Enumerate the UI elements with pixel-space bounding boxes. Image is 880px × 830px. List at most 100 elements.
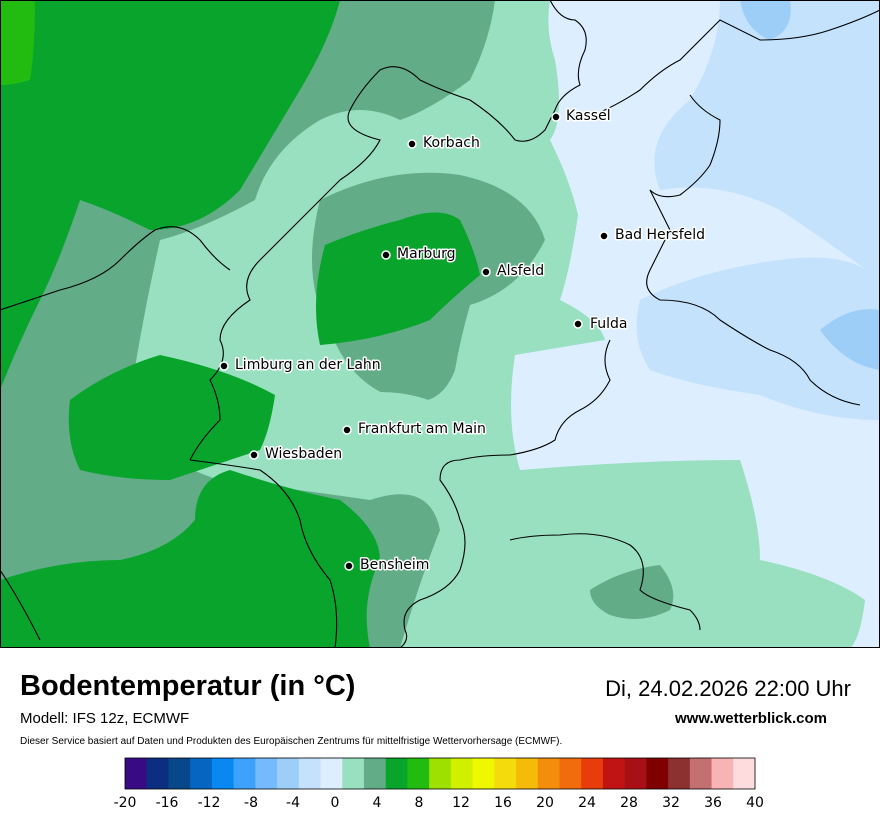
- border-west: [189, 66, 516, 461]
- legend-tick-label: 20: [536, 795, 554, 811]
- border-east: [646, 189, 861, 406]
- city-alsfeld: Alsfeld: [481, 262, 546, 281]
- map-canvas: Kassel Korbach Bad Hersfeld Marburg Alsf…: [0, 0, 880, 648]
- legend-swatch: [342, 758, 365, 789]
- legend-swatch: [277, 758, 300, 789]
- legend-swatch: [494, 758, 517, 789]
- warmest-zone-marburg: [316, 212, 480, 345]
- legend-tick-label: -16: [156, 795, 179, 811]
- legend-tick-label: -4: [286, 795, 300, 811]
- city-dot: [407, 139, 417, 149]
- city-label: Korbach: [423, 135, 480, 151]
- legend-tick-label: 36: [704, 795, 722, 811]
- legend-swatch: [668, 758, 691, 789]
- legend-swatch: [711, 758, 734, 789]
- border-east-inner: [649, 94, 721, 198]
- border-north: [579, 9, 880, 121]
- legend-swatch: [211, 758, 235, 789]
- state-borders: [0, 0, 880, 648]
- city-fulda: Fulda: [573, 315, 629, 334]
- forecast-datetime: Di, 24.02.2026 22:00 Uhr: [605, 676, 851, 701]
- legend-tick-label: 4: [373, 795, 382, 811]
- cool-zone-north: [654, 0, 880, 280]
- city-label: Bad Hersfeld: [615, 227, 705, 243]
- legend-tick-label: 40: [746, 795, 764, 811]
- cool-zone-east: [636, 257, 880, 420]
- legend-tick-label: -8: [244, 795, 258, 811]
- legend-swatch: [559, 758, 582, 789]
- legend-tick-label: -12: [198, 795, 221, 811]
- city-dot: [573, 319, 583, 329]
- border-south: [399, 339, 611, 648]
- city-korbach: Korbach: [407, 134, 481, 153]
- legend-swatch: [537, 758, 560, 789]
- legend-swatch: [125, 758, 148, 789]
- city-kassel: Kassel: [551, 107, 612, 126]
- legend-swatch: [255, 758, 278, 789]
- city-dot: [599, 231, 609, 241]
- mild-pocket-frankfurt: [317, 392, 458, 500]
- city-markers: Kassel Korbach Bad Hersfeld Marburg Alsf…: [219, 107, 707, 575]
- legend-tick-label: 16: [494, 795, 512, 811]
- legend-swatch: [450, 758, 474, 789]
- warmest-zone-south: [0, 470, 380, 648]
- legend-swatch: [581, 758, 604, 789]
- legend-tick-label: 12: [452, 795, 470, 811]
- city-dot: [381, 250, 391, 260]
- legend-swatch: [190, 758, 213, 789]
- legend-tick-label: 24: [578, 795, 596, 811]
- city-label: Fulda: [590, 316, 628, 332]
- legend-swatch: [363, 758, 387, 789]
- temperature-map: Kassel Korbach Bad Hersfeld Marburg Alsf…: [0, 0, 880, 648]
- cold-patch-east: [820, 309, 880, 370]
- warmest-zone-limburg: [68, 355, 275, 480]
- city-marburg: Marburg: [381, 245, 457, 264]
- city-frankfurt: Frankfurt am Main: [342, 420, 487, 439]
- legend-swatch: [320, 758, 343, 789]
- legend-tick-label: 8: [415, 795, 424, 811]
- legend-swatch: [624, 758, 647, 789]
- city-dot: [551, 112, 561, 122]
- city-dot: [342, 425, 352, 435]
- warmest-zone-northwest: [0, 0, 340, 390]
- legend-tick-label: 32: [662, 795, 680, 811]
- city-limburg: Limburg an der Lahn: [219, 356, 382, 375]
- city-label: Wiesbaden: [265, 446, 342, 462]
- legend-swatch: [298, 758, 322, 789]
- city-label: Marburg: [397, 246, 456, 262]
- legend-swatch: [385, 758, 408, 789]
- legend-frame: [124, 757, 756, 790]
- border-sw-corner: [0, 569, 41, 641]
- model-info: Modell: IFS 12z, ECMWF: [20, 710, 190, 727]
- map-title: Bodentemperatur (in °C): [20, 670, 356, 702]
- legend-swatch: [733, 758, 756, 789]
- city-dot: [249, 450, 259, 460]
- border-northwest: [0, 226, 231, 311]
- city-wiesbaden: Wiesbaden: [249, 445, 344, 464]
- city-dot: [481, 267, 491, 277]
- legend-swatch: [516, 758, 539, 789]
- legend-swatch: [472, 758, 495, 789]
- legend-tick-label: -20: [114, 795, 137, 811]
- legend-canvas: -20 -16 -12 -8 -4 0 4 8 12 16 20 24 28 32 36 40: [114, 757, 764, 811]
- city-dot: [344, 561, 354, 571]
- footer: [0, 648, 880, 830]
- city-label: Bensheim: [360, 557, 429, 573]
- legend-tick-label: 28: [620, 795, 638, 811]
- color-legend: -20 -16 -12 -8 -4 0 4 8 12 16 20 24 28 32 36 40: [0, 755, 880, 815]
- cold-patch-north: [740, 0, 791, 40]
- legend-swatch: [646, 758, 669, 789]
- city-label: Alsfeld: [497, 263, 544, 279]
- border-north-east: [514, 0, 587, 142]
- city-label: Kassel: [566, 108, 611, 124]
- website-link[interactable]: www.wetterblick.com: [675, 710, 827, 727]
- city-label: Frankfurt am Main: [358, 421, 486, 437]
- city-label: Limburg an der Lahn: [235, 357, 381, 373]
- border-south-east: [509, 533, 701, 631]
- legend-tick-label: 0: [331, 795, 340, 811]
- legend-swatch: [168, 758, 191, 789]
- border-south-west: [189, 459, 338, 648]
- hot-patch-corner: [0, 0, 35, 85]
- legend-swatch: [233, 758, 256, 789]
- city-dot: [219, 361, 229, 371]
